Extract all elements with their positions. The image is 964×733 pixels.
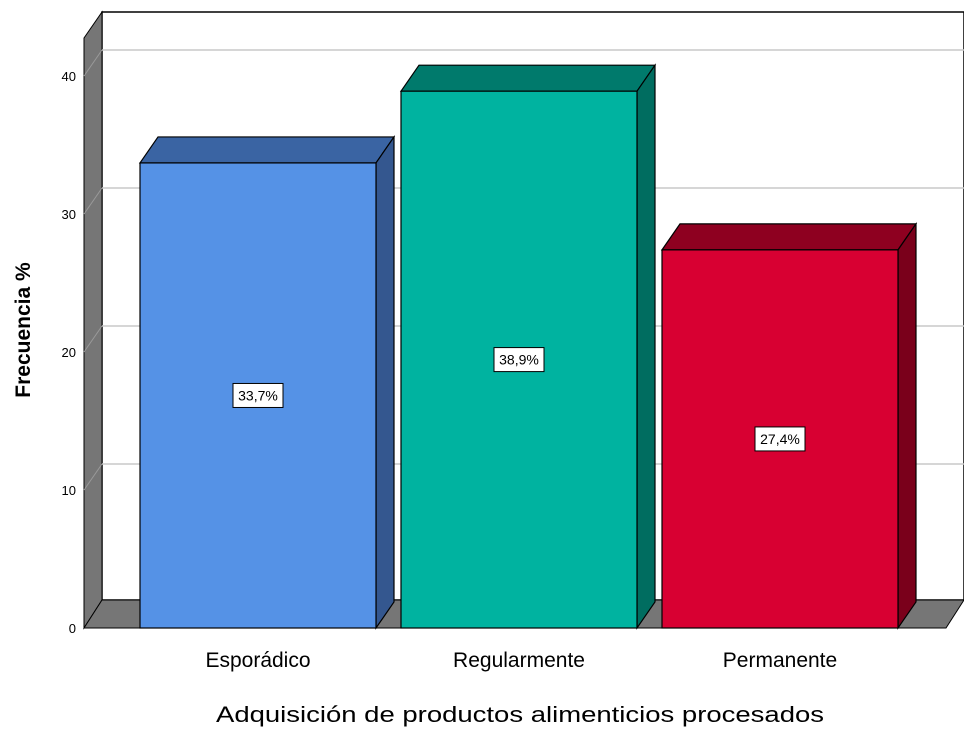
gridline-wall [83,187,103,215]
gridline-wall [83,49,103,77]
bars: 33,7% 38,9% 27,4% [138,63,918,630]
x-axis-title: Adquisición de productos alimenticios pr… [216,702,824,727]
y-tick-label: 30 [62,207,76,222]
y-axis-title: Frecuencia % [12,262,35,398]
y-tick-label: 40 [62,69,76,84]
bar-side-face [636,63,656,630]
y-tick-label: 10 [62,483,76,498]
bar-3: 27,4% [660,221,918,630]
data-label: 38,9% [499,352,539,368]
bar-top-face [399,64,657,92]
data-label-box [232,382,284,408]
data-label-box [493,347,545,373]
bar-top-face [138,136,396,164]
bar-1: 33,7% [138,135,396,630]
data-label: 27,4% [760,431,800,447]
bar-2: 38,9% [399,63,657,630]
left-wall [83,10,103,630]
data-label-box [754,426,806,452]
y-tick-label: 0 [69,621,76,636]
gridline-wall [83,463,103,491]
x-tick-label: Permanente [723,649,837,672]
x-axis-categories: Esporádico Regularmente Permanente [205,649,837,672]
bar-top-face [660,223,918,251]
bar-side-face [897,221,917,630]
x-tick-label: Regularmente [453,649,585,672]
y-axis-ticks: 0 10 20 30 40 [62,69,76,636]
data-label: 33,7% [238,387,278,403]
y-tick-label: 20 [62,345,76,360]
bar-side-face [375,135,395,630]
x-tick-label: Esporádico [205,649,310,672]
gridline-wall [83,325,103,353]
